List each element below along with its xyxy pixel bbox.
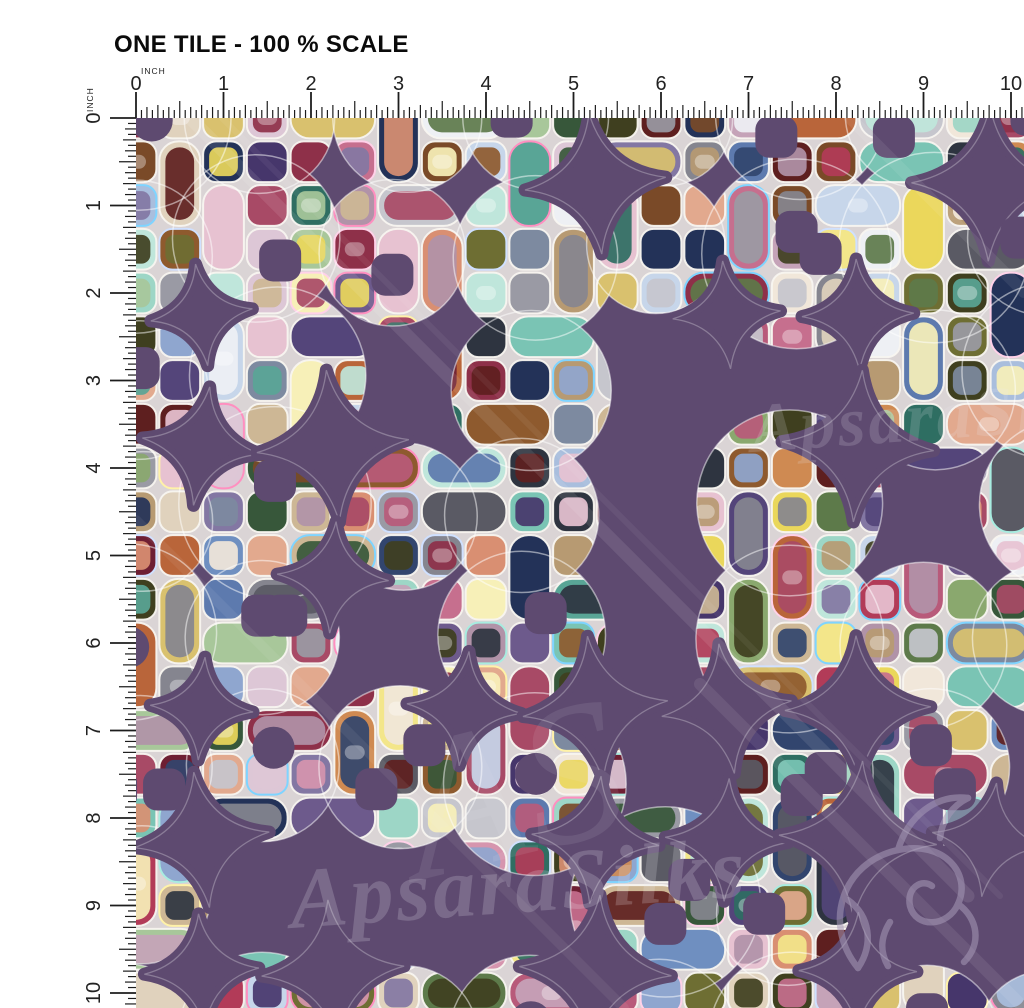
top-ruler: 0 1 2 3 4 5 6 7 8 9 10 INCH <box>130 66 1023 118</box>
top-ruler-number: 9 <box>918 73 929 95</box>
top-ruler-unit-label: INCH <box>141 66 166 76</box>
top-ruler-number: 8 <box>830 73 841 95</box>
top-ruler-number: 5 <box>568 73 579 95</box>
left-ruler-number: 2 <box>83 287 105 298</box>
left-ruler-number: 9 <box>83 900 105 911</box>
top-ruler-number: 4 <box>480 73 491 95</box>
top-ruler-number: 2 <box>305 73 316 95</box>
left-ruler-number: 7 <box>83 725 105 736</box>
negative-space-stars <box>136 118 1024 1008</box>
top-ruler-number: 0 <box>130 73 141 95</box>
top-ruler-number: 10 <box>1000 73 1022 95</box>
top-ruler-ticks <box>135 92 1023 118</box>
left-ruler-number: 5 <box>83 550 105 561</box>
left-ruler: 0 1 2 3 4 5 6 7 8 9 10 INCH <box>83 87 136 1005</box>
left-ruler-number: 6 <box>83 637 105 648</box>
left-ruler-number: 10 <box>83 982 105 1004</box>
page-title: ONE TILE - 100 % SCALE <box>114 31 409 58</box>
top-ruler-number: 7 <box>743 73 754 95</box>
left-ruler-number: 3 <box>83 375 105 386</box>
top-ruler-number: 1 <box>218 73 229 95</box>
left-ruler-ticks <box>110 117 136 1005</box>
left-ruler-unit-label: INCH <box>85 87 95 112</box>
flourish-watermark <box>836 794 979 972</box>
left-ruler-number: 0 <box>83 112 105 123</box>
left-ruler-number: 1 <box>83 200 105 211</box>
top-ruler-number: 3 <box>393 73 404 95</box>
left-ruler-number: 4 <box>83 462 105 473</box>
left-ruler-number: 8 <box>83 812 105 823</box>
top-ruler-number: 6 <box>655 73 666 95</box>
